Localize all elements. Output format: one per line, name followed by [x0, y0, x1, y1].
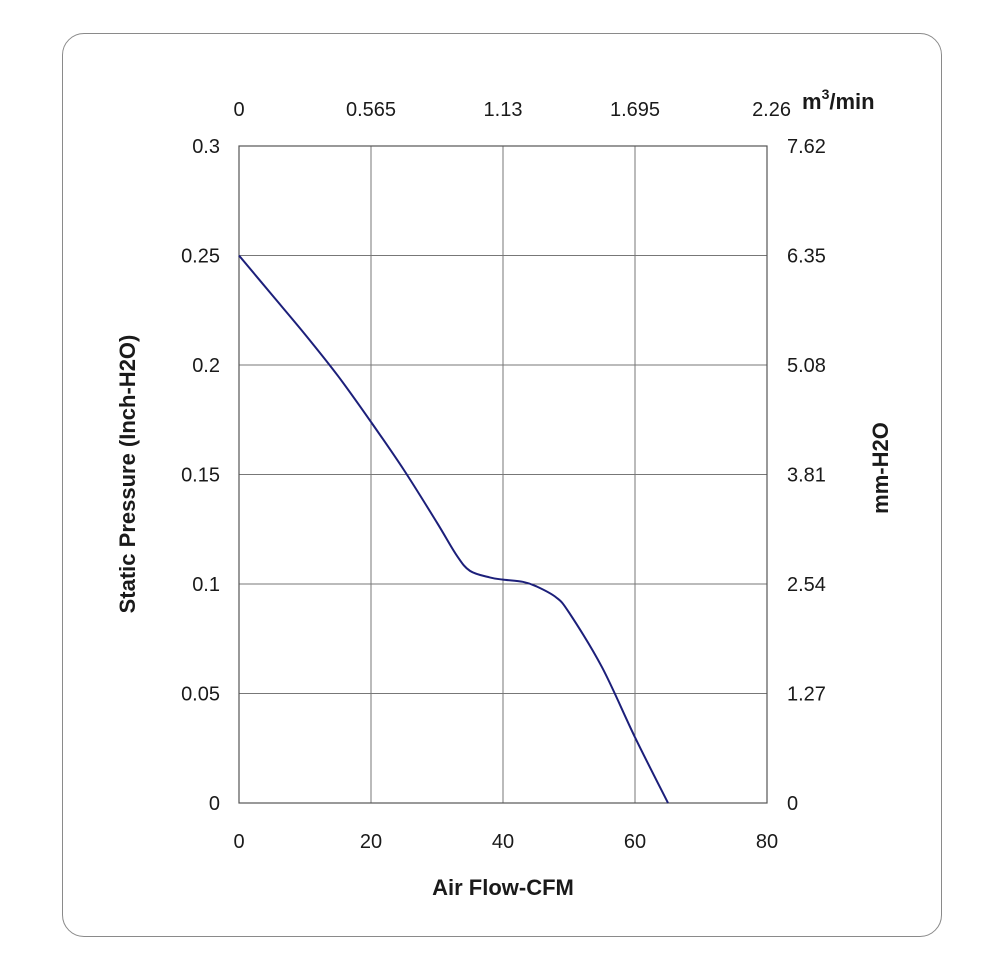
top-axis-unit-tail: /min: [829, 89, 874, 114]
plot-area-border: [238, 145, 768, 804]
x-tick-label: 0: [233, 831, 244, 853]
y-tick-label: 0: [209, 793, 220, 815]
x-tick-label: 60: [624, 831, 646, 853]
x-tick-label: 80: [756, 831, 778, 853]
pressure-flow-curve: [238, 254, 669, 804]
chart-frame: [62, 33, 942, 937]
top-axis-title: m3/min: [802, 86, 875, 114]
right-tick-label: 3.81: [787, 465, 826, 487]
right-axis-title: mm-H2O: [868, 422, 893, 514]
x-tick-label: 20: [360, 831, 382, 853]
top-tick-label: 2.26: [752, 99, 791, 121]
top-tick-label: 1.695: [610, 99, 660, 121]
right-tick-label: 5.08: [787, 355, 826, 377]
top-axis-ticks: 0 0.565 1.13 1.695 2.26: [233, 99, 791, 121]
grid-lines: [239, 146, 767, 803]
y-tick-label: 0.15: [181, 465, 220, 487]
top-axis-unit-superscript: 3: [822, 86, 830, 102]
right-axis-ticks: 0 1.27 2.54 3.81 5.08 6.35 7.62: [787, 136, 826, 815]
y-tick-label: 0.25: [181, 246, 220, 268]
top-tick-label: 0.565: [346, 99, 396, 121]
y-tick-label: 0.1: [192, 574, 220, 596]
right-tick-label: 1.27: [787, 684, 826, 706]
top-axis-unit-base: m: [802, 89, 822, 114]
x-axis-title: Air Flow-CFM: [432, 875, 574, 900]
right-tick-label: 0: [787, 793, 798, 815]
right-tick-label: 6.35: [787, 246, 826, 268]
left-axis-ticks: 0 0.05 0.1 0.15 0.2 0.25 0.3: [181, 136, 220, 815]
top-tick-label: 1.13: [484, 99, 523, 121]
y-tick-label: 0.3: [192, 136, 220, 158]
y-tick-label: 0.2: [192, 355, 220, 377]
y-tick-label: 0.05: [181, 684, 220, 706]
x-tick-label: 40: [492, 831, 514, 853]
top-tick-label: 0: [233, 99, 244, 121]
right-tick-label: 2.54: [787, 574, 826, 596]
bottom-axis-ticks: 0 20 40 60 80: [233, 831, 778, 853]
y-axis-title: Static Pressure (Inch-H2O): [115, 335, 140, 614]
right-tick-label: 7.62: [787, 136, 826, 158]
